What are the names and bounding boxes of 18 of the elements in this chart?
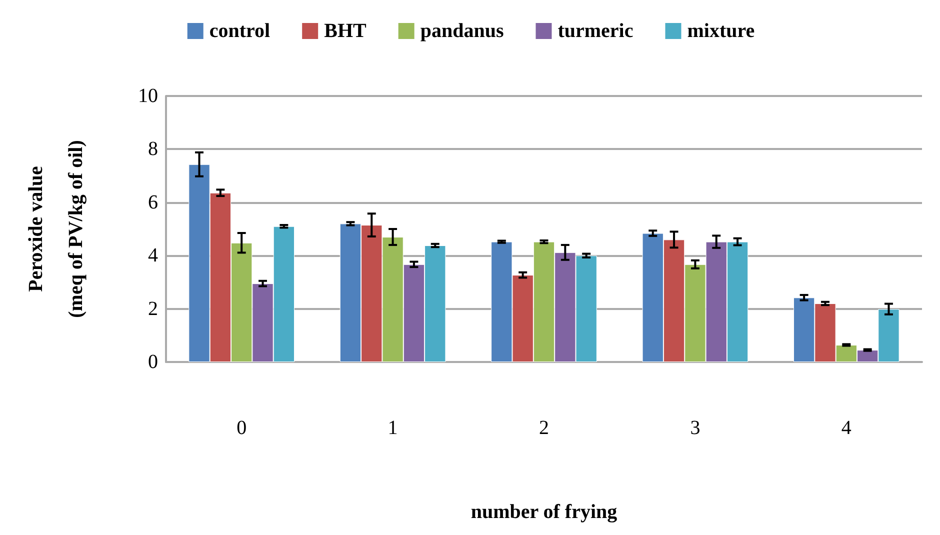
x-axis-title: number of frying [470, 501, 618, 523]
y-tick-label: 8 [148, 138, 158, 160]
y-tick-label: 4 [148, 244, 158, 267]
legend-label: control [209, 20, 271, 42]
x-tick-label: 1 [388, 417, 398, 439]
y-tick-label: 6 [148, 191, 158, 214]
legend-label: mixture [687, 20, 755, 42]
x-tick-label: 4 [841, 417, 852, 439]
y-tick-label: 10 [138, 85, 158, 107]
x-tick-label: 0 [236, 417, 247, 439]
legend-label: BHT [324, 20, 367, 42]
legend-label: turmeric [558, 20, 634, 42]
x-tick-label: 2 [539, 417, 549, 439]
y-axis-title: Peroxide value (meq of PV/kg of oil) [25, 140, 87, 318]
y-tick-label: 2 [148, 298, 158, 320]
y-tick-label: 0 [148, 351, 158, 373]
x-tick-label: 3 [690, 417, 700, 439]
legend-label: pandanus [420, 20, 504, 42]
